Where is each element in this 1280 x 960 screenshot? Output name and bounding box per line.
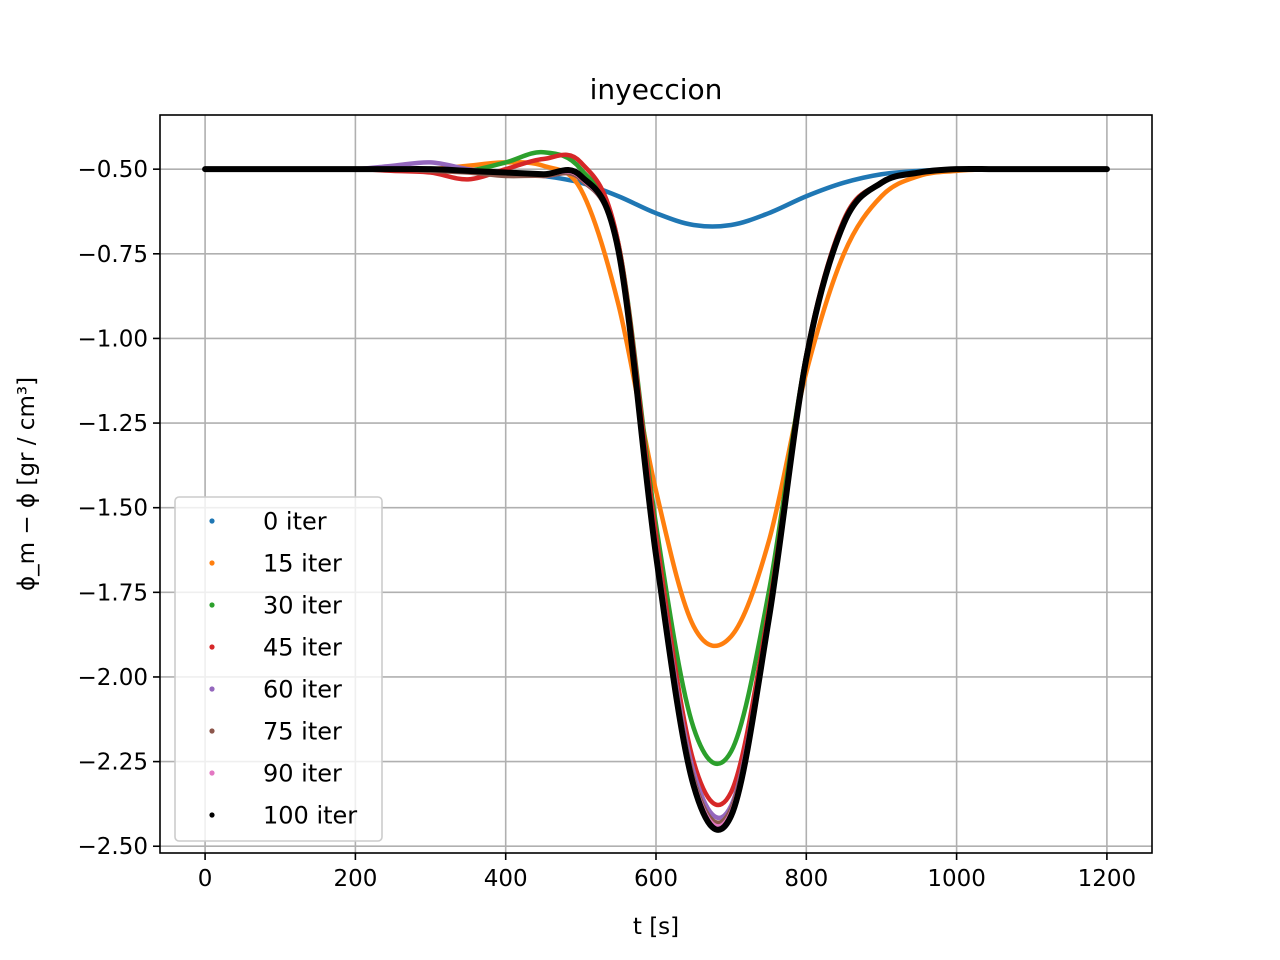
ticks: 0 200 400 600 800 1000 1200 −0.50 −0.75 −1.00 −1.2… — [78, 157, 1137, 892]
y-tick-label: −2.00 — [78, 665, 148, 691]
y-tick-label: −1.00 — [78, 326, 148, 352]
legend-marker — [209, 602, 215, 608]
legend-label: 45 iter — [263, 634, 342, 662]
x-tick-label: 600 — [634, 866, 678, 892]
y-tick-label: −1.25 — [78, 411, 148, 437]
x-tick-label: 200 — [333, 866, 377, 892]
legend-label: 30 iter — [263, 592, 342, 620]
legend-label: 0 iter — [263, 508, 327, 536]
y-tick-label: −0.75 — [78, 242, 148, 268]
legend-marker — [209, 770, 215, 776]
legend-marker — [209, 518, 215, 524]
legend-box — [174, 496, 383, 842]
x-tick-label: 400 — [484, 866, 528, 892]
y-tick-label: −2.25 — [78, 750, 148, 776]
y-tick-label: −2.50 — [78, 834, 148, 860]
y-tick-label: −1.75 — [78, 580, 148, 606]
legend-marker — [209, 686, 215, 692]
legend-label: 100 iter — [263, 802, 357, 830]
chart-title: inyeccion — [590, 73, 723, 106]
legend: 0 iter 15 iter 30 iter 45 iter 60 iter 75 ite… — [174, 496, 383, 842]
series-layer — [202, 149, 1110, 833]
series-line-100-iter — [202, 165, 1110, 833]
legend-marker — [209, 812, 215, 818]
legend-marker — [209, 728, 215, 734]
legend-label: 60 iter — [263, 676, 342, 704]
legend-label: 75 iter — [263, 718, 342, 746]
legend-marker — [209, 560, 215, 566]
x-tick-label: 1000 — [927, 866, 986, 892]
x-axis-label: t [s] — [633, 914, 679, 940]
legend-marker — [209, 644, 215, 650]
legend-label: 90 iter — [263, 760, 342, 788]
y-tick-label: −1.50 — [78, 496, 148, 522]
legend-label: 15 iter — [263, 550, 342, 578]
x-tick-label: 0 — [198, 866, 213, 892]
x-tick-label: 1200 — [1078, 866, 1137, 892]
x-tick-label: 800 — [784, 866, 828, 892]
y-axis-label: ϕ_m − ϕ [gr / cm³] — [14, 377, 40, 591]
y-tick-label: −0.50 — [78, 157, 148, 183]
